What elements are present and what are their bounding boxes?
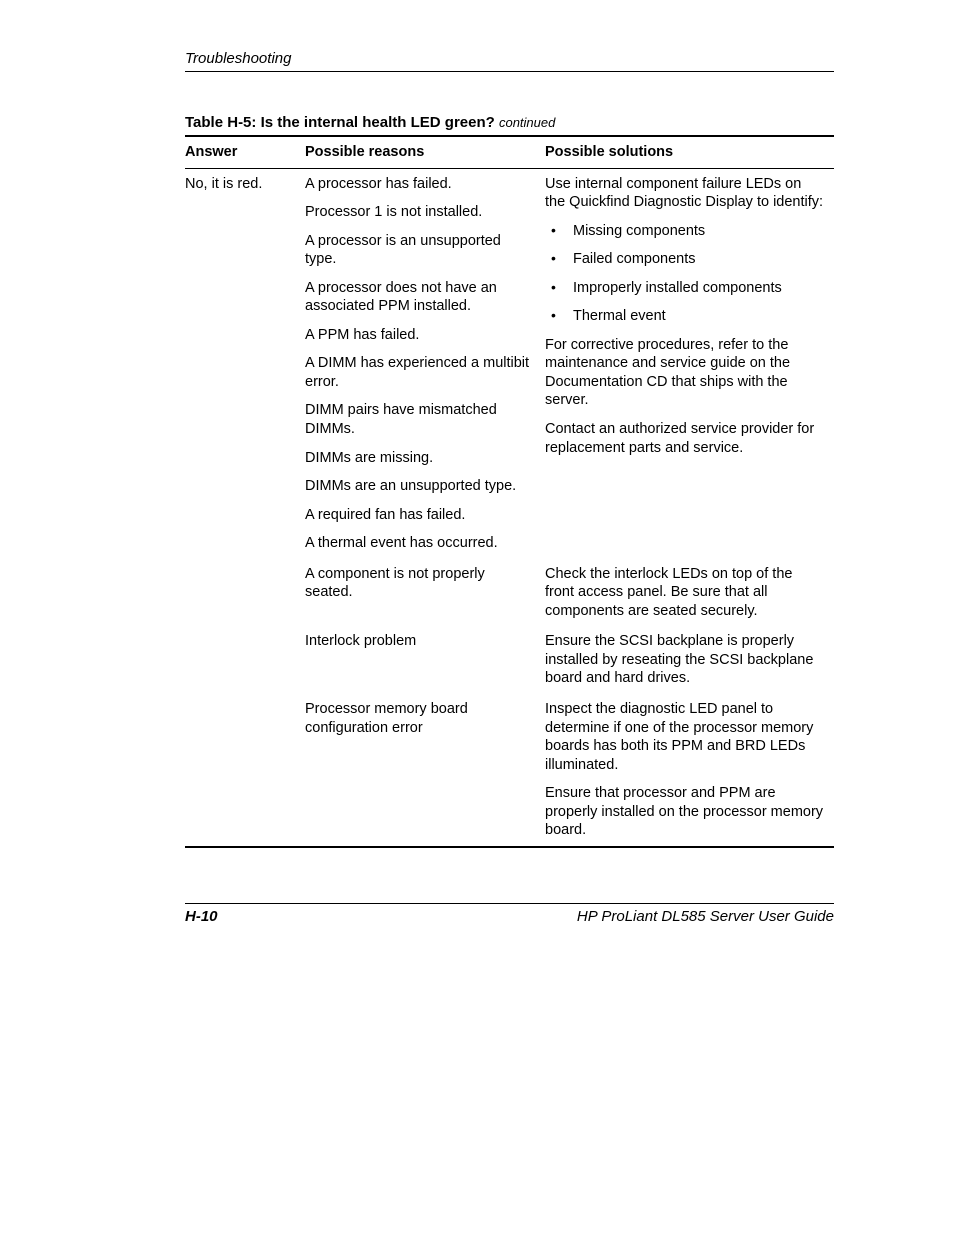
reason-item: A required fan has failed.: [305, 506, 535, 525]
troubleshooting-table: Answer Possible reasons Possible solutio…: [185, 135, 834, 848]
cell-solutions: Check the interlock LEDs on top of the f…: [545, 559, 834, 627]
reason-item: DIMMs are an unsupported type.: [305, 477, 535, 496]
solution-intro: Use internal component failure LEDs on t…: [545, 175, 824, 212]
cell-reasons: Processor memory board configuration err…: [305, 694, 545, 847]
col-header-solutions: Possible solutions: [545, 136, 834, 168]
page-footer: H-10 HP ProLiant DL585 Server User Guide: [185, 903, 834, 925]
reason-item: DIMMs are missing.: [305, 449, 535, 468]
cell-solutions: Use internal component failure LEDs on t…: [545, 168, 834, 559]
solution-para: Contact an authorized service provider f…: [545, 420, 824, 457]
reason-item: Processor 1 is not installed.: [305, 203, 535, 222]
caption-continued: continued: [499, 115, 555, 130]
table-caption: Table H-5: Is the internal health LED gr…: [185, 114, 834, 131]
solution-para: For corrective procedures, refer to the …: [545, 336, 824, 410]
solution-bullet: Missing components: [545, 222, 824, 241]
reason-item: A processor has failed.: [305, 175, 535, 194]
col-header-reasons: Possible reasons: [305, 136, 545, 168]
cell-reasons: A processor has failed. Processor 1 is n…: [305, 168, 545, 559]
document-page: Troubleshooting Table H-5: Is the intern…: [0, 0, 954, 1235]
solution-bullet: Thermal event: [545, 307, 824, 326]
cell-solutions: Inspect the diagnostic LED panel to dete…: [545, 694, 834, 847]
reason-item: A PPM has failed.: [305, 326, 535, 345]
cell-reasons: Interlock problem: [305, 626, 545, 694]
table-row: No, it is red. A processor has failed. P…: [185, 168, 834, 559]
reason-item: A DIMM has experienced a multibit error.: [305, 354, 535, 391]
table-row: Processor memory board configuration err…: [185, 694, 834, 847]
reason-item: A processor does not have an associated …: [305, 279, 535, 316]
solution-para: Ensure the SCSI backplane is properly in…: [545, 632, 824, 688]
caption-title: Is the internal health LED green?: [261, 114, 495, 131]
reason-item: A thermal event has occurred.: [305, 534, 535, 553]
caption-prefix: Table H-5:: [185, 114, 261, 131]
running-header: Troubleshooting: [185, 50, 834, 72]
solution-bullet: Failed components: [545, 250, 824, 269]
solution-bullet: Improperly installed components: [545, 279, 824, 298]
col-header-answer: Answer: [185, 136, 305, 168]
solution-para: Check the interlock LEDs on top of the f…: [545, 565, 824, 621]
reason-item: A component is not properly seated.: [305, 565, 535, 602]
cell-reasons: A component is not properly seated.: [305, 559, 545, 627]
table-row: A component is not properly seated. Chec…: [185, 559, 834, 627]
solution-bullet-list: Missing components Failed components Imp…: [545, 222, 824, 326]
reason-item: DIMM pairs have mismatched DIMMs.: [305, 401, 535, 438]
cell-answer: No, it is red.: [185, 168, 305, 559]
table-header-row: Answer Possible reasons Possible solutio…: [185, 136, 834, 168]
solution-para: Ensure that processor and PPM are proper…: [545, 784, 824, 840]
solution-para: Inspect the diagnostic LED panel to dete…: [545, 700, 824, 774]
page-number: H-10: [185, 908, 218, 925]
reason-item: Processor memory board configuration err…: [305, 700, 535, 737]
cell-solutions: Ensure the SCSI backplane is properly in…: [545, 626, 834, 694]
reason-item: Interlock problem: [305, 632, 535, 651]
table-row: Interlock problem Ensure the SCSI backpl…: [185, 626, 834, 694]
reason-item: A processor is an unsupported type.: [305, 232, 535, 269]
doc-title: HP ProLiant DL585 Server User Guide: [577, 908, 834, 925]
